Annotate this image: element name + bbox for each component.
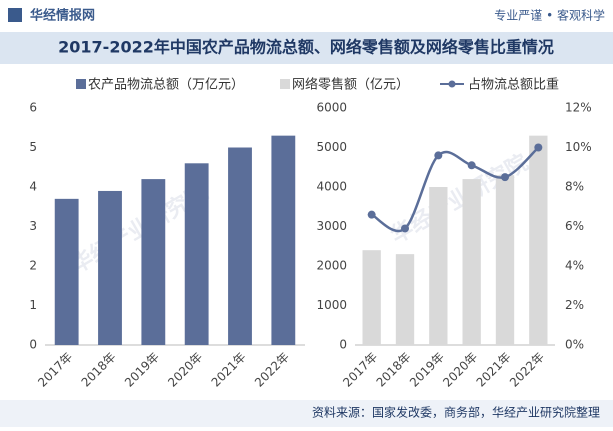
y2-tick-label: 6%	[565, 219, 584, 233]
bar	[184, 163, 209, 345]
point	[534, 143, 543, 152]
title-band	[0, 32, 613, 64]
legend-label: 网络零售额（亿元）	[292, 77, 409, 93]
y2-tick-label: 2%	[565, 298, 584, 312]
point	[501, 173, 509, 182]
legend-marker	[448, 80, 456, 88]
point	[467, 161, 476, 170]
source-band	[0, 400, 613, 427]
x-tick-label: 2017年	[35, 350, 75, 390]
y-tick-label: 3	[29, 219, 37, 233]
y-tick-label: 5	[29, 140, 37, 154]
x-tick-label: 2018年	[374, 350, 414, 390]
x-tick-label: 2022年	[252, 350, 292, 390]
bar	[429, 187, 448, 345]
y-tick-label: 0	[29, 338, 37, 352]
x-tick-label: 2019年	[407, 350, 447, 390]
bar	[98, 190, 122, 345]
y-tick-label: 4	[29, 180, 37, 194]
chart-title: 2017-2022年中国农产品物流总额、网络零售额及网络零售比重情况	[58, 38, 554, 57]
y2-tick-label: 8%	[565, 180, 584, 194]
y-tick-label: 0	[339, 338, 347, 352]
x-tick-label: 2022年	[507, 350, 547, 390]
y2-tick-label: 0%	[565, 338, 584, 352]
legend-swatch	[280, 79, 290, 89]
y-tick-label: 5000	[316, 140, 347, 154]
x-tick-label: 2017年	[340, 350, 380, 390]
y-tick-label: 3000	[316, 219, 347, 233]
source: 资料来源：国家发改委，商务部，华经产业研究院整理	[312, 405, 600, 420]
y-tick-label: 2000	[316, 259, 347, 273]
bar	[529, 135, 548, 345]
y-tick-label: 2	[29, 259, 37, 273]
x-tick-label: 2019年	[122, 350, 162, 390]
legend-swatch	[76, 79, 86, 89]
x-tick-label: 2020年	[165, 350, 205, 390]
slogan: 专业严谨 • 客观科学	[494, 8, 605, 23]
bar	[54, 198, 79, 345]
y-tick-label: 6	[29, 101, 37, 115]
y2-tick-label: 4%	[565, 259, 584, 273]
bar	[495, 175, 515, 345]
x-tick-label: 2021年	[209, 350, 249, 390]
y-tick-label: 4000	[316, 180, 347, 194]
y-tick-label: 1	[29, 298, 37, 312]
y-tick-label: 6000	[316, 101, 347, 115]
point	[434, 151, 443, 160]
y2-tick-label: 12%	[565, 101, 592, 115]
x-tick-label: 2018年	[79, 350, 119, 390]
bar	[362, 250, 381, 345]
legend-label: 农产品物流总额（万亿元）	[88, 78, 244, 93]
point	[367, 210, 376, 219]
bar	[271, 135, 296, 345]
header-bar	[0, 0, 613, 30]
legend-label: 占物流总额比重	[468, 77, 559, 93]
bar	[141, 179, 166, 345]
brand: 华经情报网	[30, 8, 95, 24]
bar	[462, 179, 481, 345]
bar	[395, 254, 415, 345]
y2-tick-label: 10%	[565, 140, 592, 154]
logo	[8, 8, 22, 22]
point	[401, 224, 409, 233]
x-tick-label: 2020年	[440, 350, 480, 390]
y-tick-label: 1000	[316, 298, 347, 312]
x-tick-label: 2021年	[474, 350, 514, 390]
bar	[228, 147, 252, 345]
